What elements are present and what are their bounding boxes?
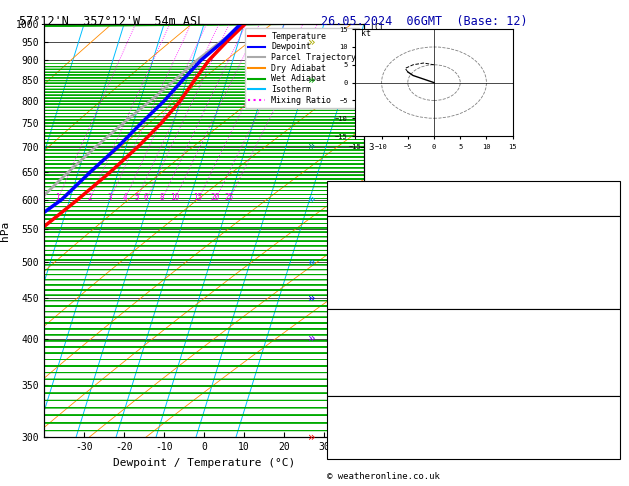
Y-axis label: km
ASL: km ASL: [387, 231, 403, 250]
Text: SREH: SREH: [335, 421, 360, 432]
Text: θᴄ(K): θᴄ(K): [335, 252, 366, 262]
Text: EH: EH: [335, 411, 347, 421]
Text: 10.2: 10.2: [587, 231, 612, 241]
Text: 8: 8: [160, 192, 164, 202]
Text: kt: kt: [360, 29, 370, 38]
Text: 0: 0: [606, 366, 612, 376]
Text: CIN (J): CIN (J): [335, 366, 379, 376]
Text: 1.83: 1.83: [587, 210, 612, 220]
Text: Pressure (mb): Pressure (mb): [335, 323, 416, 333]
Text: 6: 6: [144, 192, 148, 202]
Text: 4: 4: [122, 192, 127, 202]
Text: 57°12'N  357°12'W  54m ASL: 57°12'N 357°12'W 54m ASL: [19, 15, 204, 28]
Text: 9: 9: [606, 263, 612, 273]
Text: »: »: [308, 292, 315, 305]
Text: 25: 25: [225, 192, 234, 202]
Text: 2: 2: [87, 192, 92, 202]
Text: »: »: [308, 140, 315, 153]
Text: 1: 1: [55, 192, 60, 202]
Text: CAPE (J): CAPE (J): [335, 355, 384, 365]
Text: Lifted Index: Lifted Index: [335, 345, 409, 355]
Text: Temp (°C): Temp (°C): [335, 231, 391, 241]
Text: PW (cm): PW (cm): [335, 210, 379, 220]
Text: 0: 0: [606, 355, 612, 365]
Text: Surface: Surface: [452, 222, 495, 232]
Text: Dewp (°C): Dewp (°C): [335, 242, 391, 252]
Text: »: »: [308, 256, 315, 269]
Text: 15: 15: [194, 192, 203, 202]
Text: Hodograph: Hodograph: [445, 402, 501, 412]
Text: 49: 49: [599, 421, 612, 432]
Text: »: »: [308, 431, 315, 444]
Text: »: »: [308, 73, 315, 87]
Y-axis label: hPa: hPa: [0, 221, 10, 241]
Text: 3: 3: [108, 192, 112, 202]
Text: Totals Totals: Totals Totals: [335, 199, 416, 209]
Text: 5: 5: [134, 192, 138, 202]
Text: θᴄ (K): θᴄ (K): [335, 334, 372, 344]
Text: 21: 21: [599, 443, 612, 453]
Text: 10: 10: [170, 192, 179, 202]
Text: 9.1: 9.1: [593, 242, 612, 252]
Text: 0: 0: [606, 274, 612, 284]
Text: © weatheronline.co.uk: © weatheronline.co.uk: [327, 472, 440, 481]
Text: 7: 7: [606, 345, 612, 355]
Text: 155°: 155°: [587, 432, 612, 442]
Text: »: »: [308, 332, 315, 345]
Legend: Temperature, Dewpoint, Parcel Trajectory, Dry Adiabat, Wet Adiabat, Isotherm, Mi: Temperature, Dewpoint, Parcel Trajectory…: [245, 29, 360, 108]
Text: StmSpd (kt): StmSpd (kt): [335, 443, 403, 453]
Text: 26.05.2024  06GMT  (Base: 12): 26.05.2024 06GMT (Base: 12): [321, 15, 527, 28]
Text: Most Unstable: Most Unstable: [433, 314, 514, 325]
Text: 302: 302: [593, 252, 612, 262]
Text: LCL: LCL: [370, 23, 385, 32]
Text: 0: 0: [606, 284, 612, 295]
Text: 304: 304: [593, 334, 612, 344]
Text: 40: 40: [599, 199, 612, 209]
Text: 5: 5: [606, 411, 612, 421]
Text: CAPE (J): CAPE (J): [335, 274, 384, 284]
Text: K: K: [335, 189, 341, 199]
Text: 750: 750: [593, 323, 612, 333]
Text: 21: 21: [599, 189, 612, 199]
Text: 20: 20: [211, 192, 220, 202]
Text: CIN (J): CIN (J): [335, 284, 379, 295]
Text: »: »: [308, 193, 315, 206]
Text: Lifted Index: Lifted Index: [335, 263, 409, 273]
X-axis label: Dewpoint / Temperature (°C): Dewpoint / Temperature (°C): [113, 458, 295, 468]
Text: »: »: [308, 35, 315, 49]
Text: StmDir: StmDir: [335, 432, 372, 442]
